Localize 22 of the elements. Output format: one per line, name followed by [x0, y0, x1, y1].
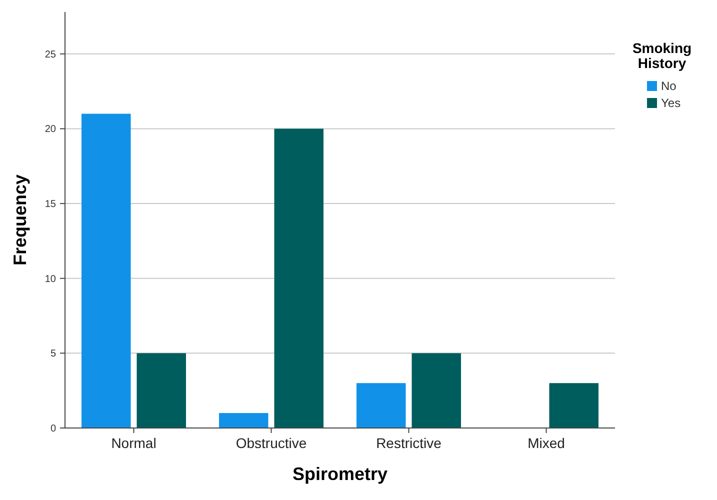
- bar: [356, 383, 406, 428]
- bar: [136, 353, 186, 428]
- y-tick-label: 5: [50, 348, 56, 360]
- y-axis-title: Frequency: [10, 174, 30, 266]
- bar: [82, 114, 131, 428]
- x-tick-label: Mixed: [528, 435, 565, 451]
- legend-title: Smoking History: [632, 40, 692, 71]
- x-tick-label: Normal: [111, 435, 156, 451]
- y-tick-label: 25: [44, 49, 56, 60]
- y-tick-label: 10: [44, 274, 56, 285]
- y-tick-label: 15: [44, 199, 56, 210]
- legend-label: Yes: [661, 96, 681, 110]
- legend-label: No: [661, 79, 677, 93]
- y-tick-label: 20: [44, 124, 56, 136]
- bar: [219, 413, 268, 428]
- bar: [412, 353, 461, 428]
- x-tick-label: Restrictive: [376, 435, 442, 451]
- y-tick-label: 0: [50, 424, 56, 434]
- x-tick-label: Obstructive: [236, 435, 307, 451]
- bar: [274, 128, 324, 428]
- bar: [549, 383, 598, 428]
- x-axis-title: Spirometry: [292, 464, 388, 484]
